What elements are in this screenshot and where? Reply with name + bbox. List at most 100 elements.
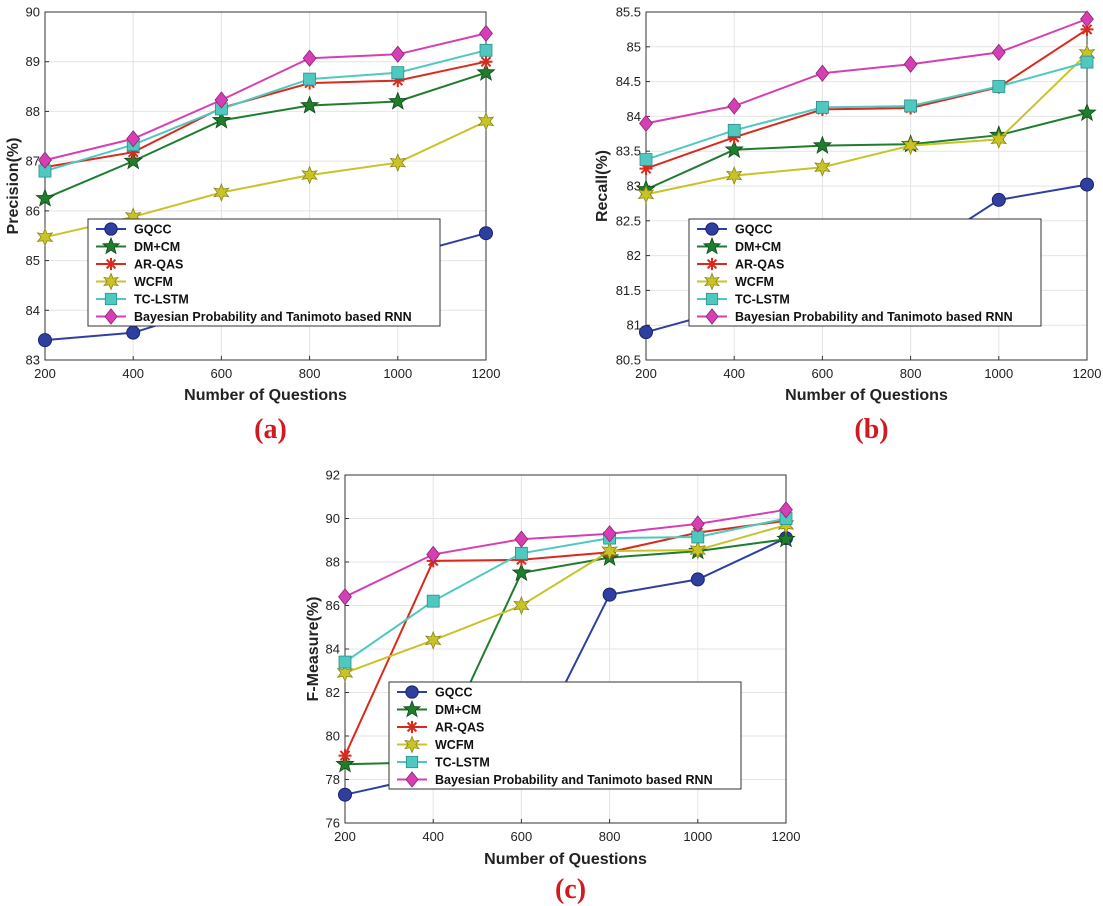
- legend-label: AR-QAS: [134, 258, 183, 272]
- data-point-marker: [38, 333, 52, 348]
- data-point-marker: [724, 139, 744, 159]
- series-line: [344, 524, 787, 674]
- legend-marker: [705, 257, 719, 271]
- data-point-marker: [639, 325, 653, 340]
- series-line: [44, 32, 487, 162]
- legend-marker: [103, 272, 119, 291]
- data-point-marker: [299, 95, 320, 114]
- legend-label: DM+CM: [735, 240, 781, 254]
- data-point-marker: [637, 184, 655, 204]
- y-axis-title: Recall(%): [594, 150, 611, 222]
- y-tick-label: 88: [26, 104, 40, 119]
- data-point-marker: [990, 129, 1008, 149]
- data-point-marker: [213, 182, 230, 203]
- series-line: [645, 111, 1088, 191]
- data-point-marker: [1080, 10, 1094, 28]
- x-tick-label: 1000: [984, 366, 1013, 381]
- y-tick-label: 92: [326, 468, 340, 483]
- data-point-marker: [1077, 102, 1097, 122]
- y-tick-label: 82.5: [616, 213, 641, 228]
- legend-marker: [405, 755, 419, 769]
- data-point-marker: [303, 72, 317, 86]
- data-point-marker: [390, 45, 405, 63]
- legend-entry: WCFM: [96, 272, 173, 291]
- legend-box: [688, 218, 1042, 327]
- x-tick-label: 1200: [472, 366, 501, 381]
- x-tick-label: 600: [812, 366, 834, 381]
- y-axis-title: F-Measure(%): [305, 597, 322, 702]
- y-tick-label: 81: [627, 318, 641, 333]
- x-tick-label: 600: [211, 366, 233, 381]
- data-point-marker: [727, 97, 742, 115]
- legend-entry: AR-QAS: [397, 721, 484, 735]
- data-point-marker: [513, 595, 530, 616]
- legend: GQCC DM+CM AR-QAS WCFM TC-LSTM Bayesian Proba…: [688, 218, 1042, 327]
- x-tick-label: 400: [122, 366, 144, 381]
- y-tick-label: 88: [326, 555, 340, 570]
- legend-marker: [705, 292, 719, 306]
- series-line: [645, 53, 1088, 196]
- x-tick-label: 400: [422, 829, 444, 844]
- series-line: [44, 71, 487, 200]
- y-tick-label: 78: [326, 772, 340, 787]
- data-point-marker: [426, 545, 441, 564]
- legend-label: DM+CM: [435, 703, 481, 717]
- series-bayesian-probability-and-tanimoto-based-rnn: [639, 10, 1094, 133]
- x-tick-label: 800: [900, 366, 922, 381]
- legend-label: Bayesian Probability and Tanimoto based …: [735, 310, 1013, 324]
- panel-label: (a): [254, 414, 287, 445]
- legend-marker: [104, 292, 118, 306]
- legend-entry: TC-LSTM: [397, 756, 490, 770]
- data-point-marker: [126, 325, 141, 340]
- x-axis-title: Number of Questions: [484, 851, 647, 868]
- data-point-marker: [727, 130, 741, 144]
- data-point-marker: [479, 226, 493, 241]
- y-tick-label: 84: [627, 109, 641, 124]
- data-point-marker: [639, 153, 653, 166]
- y-tick-label: 85: [627, 39, 641, 54]
- data-point-marker: [812, 135, 833, 154]
- chart-panel-b: 200 400 600 800 1000 1200 80.5 81 81.5 82 82.5 83 83…: [594, 5, 1101, 446]
- legend-label: WCFM: [735, 275, 774, 289]
- x-tick-label: 200: [635, 366, 657, 381]
- legend-box: [87, 218, 441, 327]
- y-tick-label: 90: [26, 5, 40, 20]
- data-point-marker: [725, 165, 743, 186]
- data-point-marker: [992, 80, 1006, 93]
- y-tick-label: 89: [26, 54, 40, 69]
- legend-label: GQCC: [134, 223, 172, 237]
- y-tick-label: 84: [26, 303, 40, 318]
- data-point-marker: [476, 62, 496, 81]
- x-axis-title: Number of Questions: [184, 387, 347, 404]
- legend-label: WCFM: [435, 738, 474, 752]
- legend-entry: DM+CM: [697, 236, 781, 255]
- data-point-marker: [514, 530, 529, 548]
- data-point-marker: [338, 787, 352, 802]
- y-tick-label: 82: [627, 248, 641, 263]
- y-tick-label: 83: [627, 179, 641, 194]
- data-point-marker: [515, 546, 528, 560]
- data-point-marker: [126, 130, 141, 148]
- legend-box: [388, 681, 742, 790]
- legend-marker: [704, 272, 720, 291]
- y-tick-label: 84: [326, 642, 340, 657]
- y-tick-label: 86: [26, 203, 40, 218]
- data-point-marker: [902, 136, 919, 156]
- data-point-marker: [514, 553, 528, 567]
- data-point-marker: [302, 49, 317, 67]
- legend-label: AR-QAS: [735, 258, 784, 272]
- x-tick-label: 200: [34, 366, 56, 381]
- data-point-marker: [690, 515, 705, 533]
- data-point-marker: [126, 145, 140, 159]
- data-point-marker: [338, 588, 352, 606]
- x-tick-label: 200: [334, 829, 356, 844]
- data-point-marker: [1080, 55, 1094, 69]
- series-tc-lstm: [639, 55, 1094, 166]
- data-point-marker: [424, 630, 442, 650]
- legend-label: AR-QAS: [435, 721, 484, 735]
- data-point-marker: [689, 540, 707, 560]
- x-tick-label: 1000: [383, 366, 412, 381]
- data-point-marker: [301, 165, 318, 185]
- series-line: [44, 49, 487, 173]
